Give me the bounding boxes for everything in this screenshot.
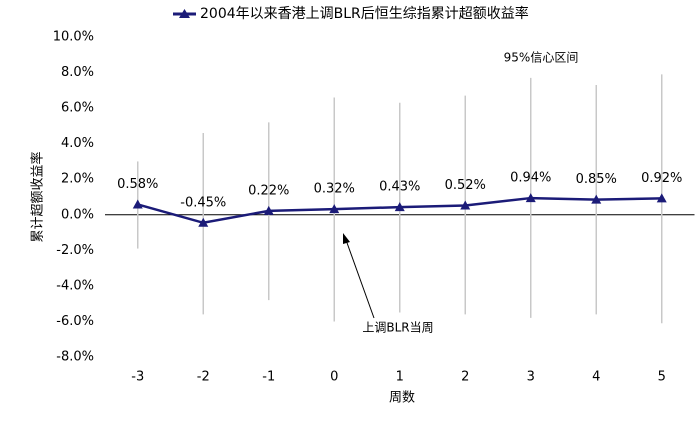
data-label: 0.94% xyxy=(510,171,551,186)
legend-label: 2004年以来香港上调BLR后恒生综指累计超额收益率 xyxy=(200,5,529,22)
y-tick-label: 0.0% xyxy=(61,207,94,222)
y-tick-label: 6.0% xyxy=(61,101,94,116)
annotation-arrow xyxy=(345,239,375,319)
annotation: 上调BLR当周 xyxy=(362,321,433,335)
point-marker xyxy=(394,202,405,212)
y-tick-label: -8.0% xyxy=(56,350,94,365)
y-tick-label: 10.0% xyxy=(53,30,94,45)
x-tick-label: 0 xyxy=(330,370,338,385)
x-tick-label: 1 xyxy=(396,370,404,385)
y-tick-label: -4.0% xyxy=(56,278,94,293)
data-label: -0.45% xyxy=(180,195,226,210)
y-tick-label: -2.0% xyxy=(56,243,94,258)
x-tick-label: 5 xyxy=(658,370,666,385)
x-tick-label: 2 xyxy=(461,370,469,385)
data-label: 0.58% xyxy=(117,177,158,192)
annotation: 95%信心区间 xyxy=(504,51,579,65)
point-marker xyxy=(198,217,209,227)
point-marker xyxy=(525,193,536,203)
arrow-head xyxy=(343,233,350,244)
point-marker xyxy=(591,194,602,204)
data-label: 0.85% xyxy=(576,172,617,187)
legend-marker xyxy=(179,9,190,18)
point-marker xyxy=(329,204,340,214)
x-tick-label: -3 xyxy=(131,370,144,385)
data-label: 0.22% xyxy=(248,183,289,198)
x-tick-label: 3 xyxy=(527,370,535,385)
point-marker xyxy=(460,200,471,210)
y-tick-label: 8.0% xyxy=(61,65,94,80)
y-tick-label: 4.0% xyxy=(61,136,94,151)
data-label: 0.52% xyxy=(445,178,486,193)
x-axis-label: 周数 xyxy=(389,391,415,406)
y-tick-label: 2.0% xyxy=(61,172,94,187)
data-label: 0.32% xyxy=(314,182,355,197)
y-tick-label: -6.0% xyxy=(56,314,94,329)
x-tick-label: -1 xyxy=(262,370,275,385)
point-marker xyxy=(656,193,667,203)
point-marker xyxy=(263,205,274,215)
data-label: 0.43% xyxy=(379,180,420,195)
x-tick-label: -2 xyxy=(197,370,210,385)
point-marker xyxy=(132,199,143,209)
y-axis-label: 累计超额收益率 xyxy=(30,151,46,242)
x-tick-label: 4 xyxy=(592,370,600,385)
data-label: 0.92% xyxy=(641,171,682,186)
